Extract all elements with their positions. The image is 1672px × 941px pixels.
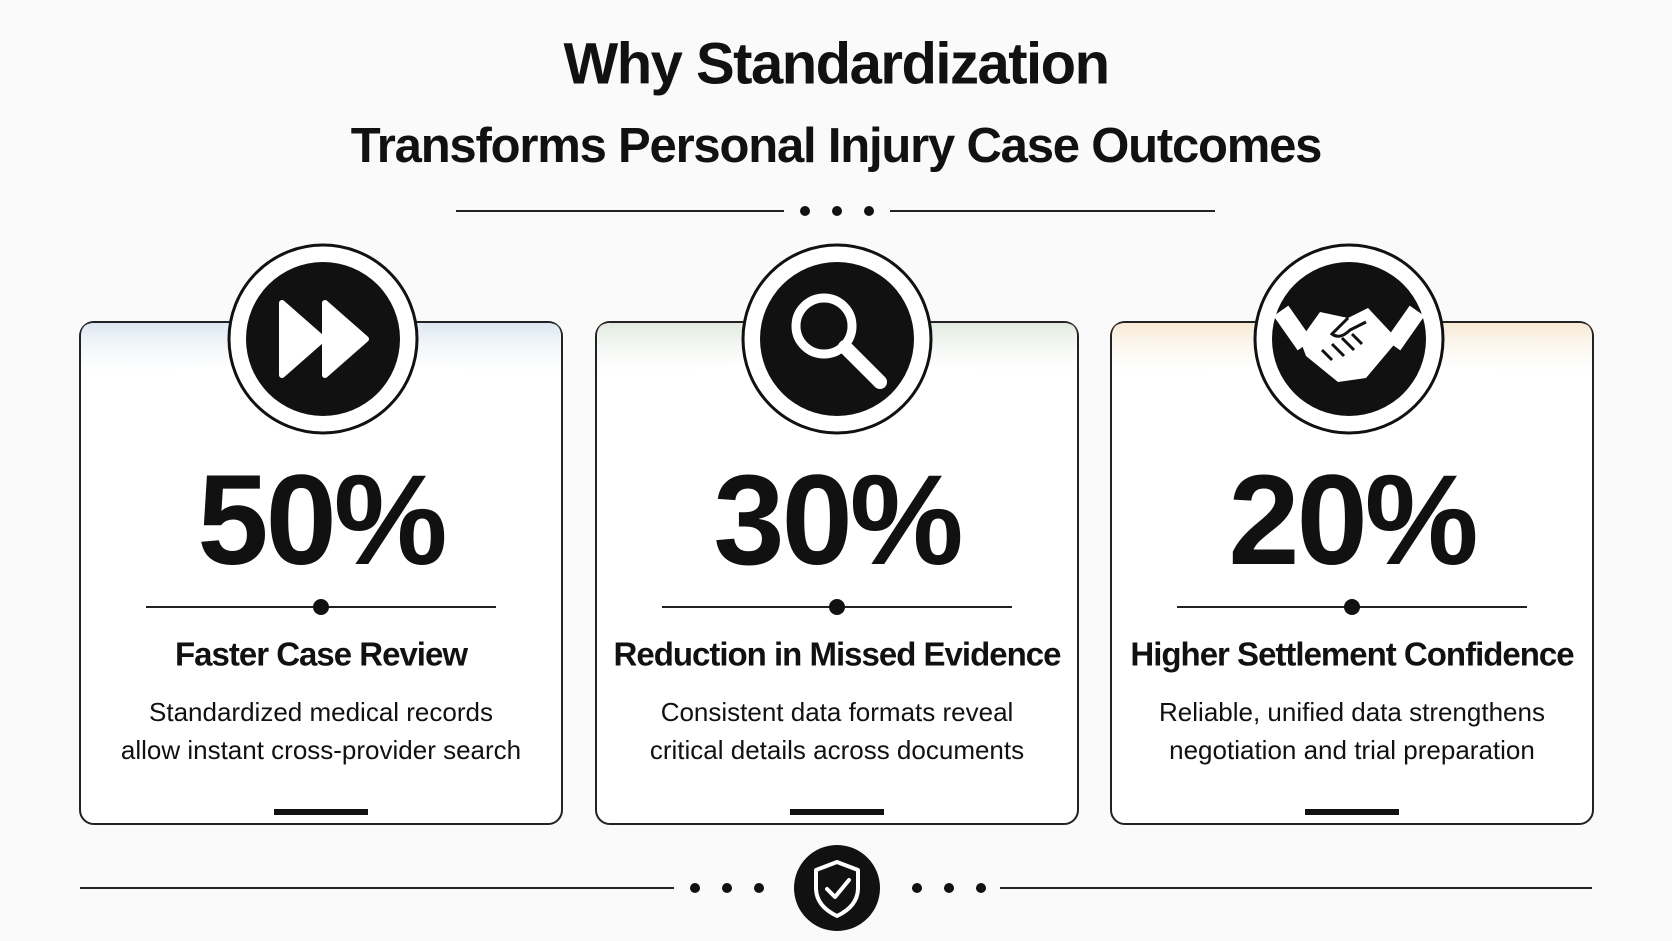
card-heading: Higher Settlement Confidence <box>1130 636 1574 673</box>
magnifier-icon <box>741 243 933 435</box>
stat-value: 50% <box>197 449 444 592</box>
stat-value: 20% <box>1228 449 1475 592</box>
card-heading: Reduction in Missed Evidence <box>614 636 1062 673</box>
card-description: Standardized medical records <box>149 697 493 727</box>
stat-value: 30% <box>713 449 960 592</box>
footer-divider <box>80 883 1592 893</box>
card-divider-dot <box>829 599 845 615</box>
subtitle: Transforms Personal Injury Case Outcomes <box>351 119 1321 173</box>
card-description: Consistent data formats reveal <box>661 697 1014 727</box>
stat-card: 30% Reduction in Missed Evidence Consisten… <box>595 321 1079 825</box>
card-divider-dot <box>313 599 329 615</box>
header-divider <box>456 206 1215 216</box>
title: Why Standardization <box>563 31 1108 96</box>
card-description: negotiation and trial preparation <box>1169 735 1535 765</box>
handshake-icon <box>1253 243 1445 435</box>
card-bottom-bar <box>1305 809 1399 815</box>
card-description: allow instant cross-provider search <box>121 735 521 765</box>
icons <box>227 243 1445 435</box>
card-divider-dot <box>1344 599 1360 615</box>
card-bottom-bar <box>790 809 884 815</box>
shield-icon <box>794 845 880 931</box>
stat-card: 20% Higher Settlement Confidence Reliable,… <box>1110 321 1594 825</box>
card-description: critical details across documents <box>650 735 1024 765</box>
fast-forward-icon <box>227 243 419 435</box>
card-bottom-bar <box>274 809 368 815</box>
card-heading: Faster Case Review <box>175 636 468 673</box>
card-description: Reliable, unified data strengthens <box>1159 697 1545 727</box>
